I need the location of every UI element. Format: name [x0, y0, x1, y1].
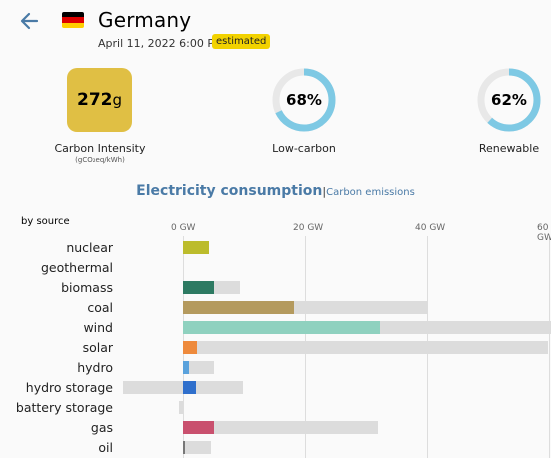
source-label: hydro storage [25, 380, 113, 395]
low-carbon-ring [272, 68, 336, 132]
low-carbon-value: 68% [286, 91, 322, 109]
estimated-badge: estimated [212, 34, 271, 49]
x-tick-label: 0 GW [171, 223, 196, 233]
back-arrow-icon[interactable] [18, 10, 40, 32]
production-bar[interactable] [183, 421, 214, 434]
renewable-value: 62% [491, 91, 527, 109]
carbon-intensity-label: Carbon Intensity [54, 142, 146, 155]
chart-tabs: Electricity consumption|Carbon emissions [0, 180, 551, 199]
low-carbon-label: Low-carbon [272, 142, 336, 155]
production-bar[interactable] [183, 241, 209, 254]
carbon-intensity-value: 272 [76, 90, 113, 110]
country-title: Germany [98, 8, 192, 32]
production-bar[interactable] [183, 341, 198, 354]
capacity-bar[interactable] [183, 441, 212, 454]
germany-flag-icon [62, 12, 84, 28]
source-label: battery storage [15, 400, 113, 415]
source-label: wind [83, 320, 113, 335]
renewable-ring [477, 68, 541, 132]
x-tick-label: 60 GW [537, 223, 551, 243]
production-bar[interactable] [183, 281, 215, 294]
tab-carbon-emissions[interactable]: Carbon emissions [326, 187, 415, 198]
renewable-ring-fill [477, 68, 541, 132]
source-label: solar [82, 340, 113, 355]
source-label: nuclear [66, 240, 113, 255]
x-tick-label: 20 GW [293, 223, 324, 233]
source-label: oil [98, 440, 113, 455]
x-tick-label: 40 GW [415, 223, 446, 233]
source-label: geothermal [40, 260, 113, 275]
source-label: gas [90, 420, 113, 435]
capacity-bar[interactable] [122, 381, 244, 394]
carbon-intensity-box: 272 g [67, 68, 132, 132]
tab-separator: | [322, 185, 327, 198]
by-source-label: by source [21, 216, 70, 227]
renewable-label: Renewable [478, 142, 540, 155]
capacity-bar[interactable] [179, 401, 183, 414]
production-bar[interactable] [183, 301, 295, 314]
production-bar[interactable] [183, 381, 196, 394]
production-bar[interactable] [183, 441, 185, 454]
source-label: hydro [77, 360, 113, 375]
source-label: biomass [61, 280, 113, 295]
source-label: coal [87, 300, 113, 315]
carbon-intensity-unit: g [112, 91, 123, 109]
capacity-bar[interactable] [183, 341, 548, 354]
low-carbon-ring-fill [272, 68, 336, 132]
gridline [549, 236, 550, 458]
production-bar[interactable] [183, 361, 190, 374]
tab-electricity-consumption[interactable]: Electricity consumption [136, 183, 323, 199]
carbon-intensity-sublabel: (gCO₂eq/kWh) [75, 156, 125, 164]
datetime-label: April 11, 2022 6:00 PM [98, 37, 224, 50]
capacity-bar[interactable] [183, 361, 214, 374]
production-bar[interactable] [183, 321, 381, 334]
capacity-bar[interactable] [183, 421, 378, 434]
